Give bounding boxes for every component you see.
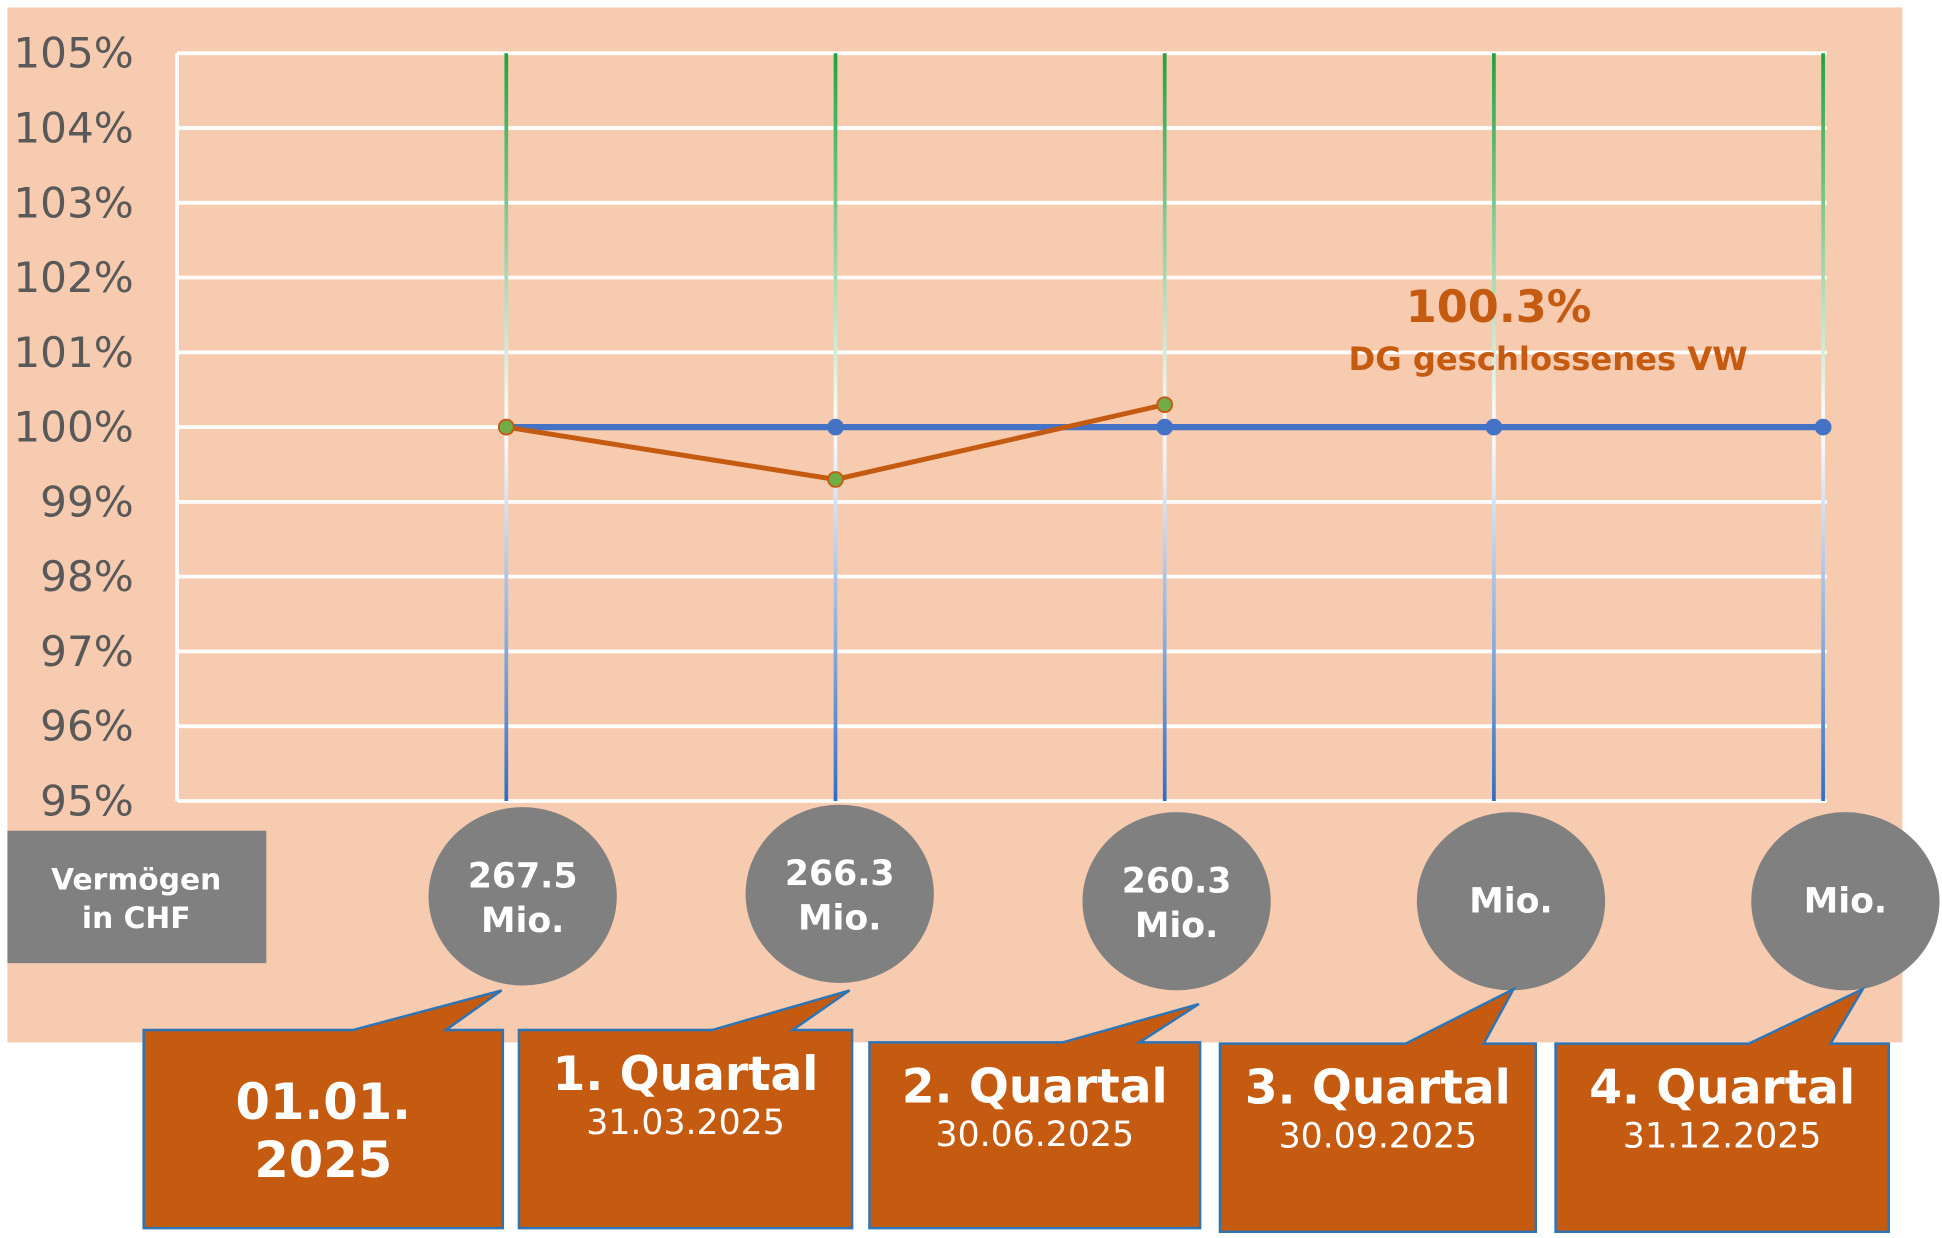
period-title: 01.01.: [236, 1073, 411, 1131]
row-label-box: [7, 830, 267, 964]
period-date: 31.12.2025: [1623, 1116, 1821, 1156]
asset-unit: Mio.: [1135, 906, 1218, 946]
asset-unit: Mio.: [1804, 881, 1887, 921]
period-callout: [142, 989, 505, 1230]
asset-bubble: [1082, 812, 1271, 991]
data-point: [827, 418, 844, 436]
asset-bubble: [428, 807, 617, 986]
y-tick-label: 97%: [40, 627, 134, 676]
data-point: [1485, 418, 1503, 436]
asset-bubble: [745, 804, 934, 983]
y-tick-label: 95%: [40, 776, 134, 825]
period-callout: [1218, 986, 1538, 1234]
y-tick-label: 101%: [13, 328, 133, 377]
data-point: [1814, 418, 1832, 436]
data-point: [1156, 396, 1174, 414]
row-label: Vermögen: [51, 863, 221, 898]
period-title: 4. Quartal: [1589, 1061, 1855, 1116]
asset-bubble: [1416, 812, 1606, 991]
chart-background: [7, 7, 1903, 1043]
asset-value: 266.3: [785, 854, 895, 894]
asset-value: 267.5: [468, 857, 578, 897]
annotation-value: 100.3%: [1406, 281, 1592, 333]
row-label: in CHF: [82, 901, 191, 936]
y-tick-label: 105%: [13, 29, 133, 78]
y-tick-label: 102%: [13, 253, 133, 302]
period-callout: [868, 1002, 1202, 1230]
y-tick-label: 100%: [13, 403, 133, 452]
y-tick-label: 98%: [40, 552, 134, 601]
period-title: 1. Quartal: [553, 1047, 819, 1102]
period-date: 30.06.2025: [936, 1115, 1134, 1155]
data-point: [1156, 418, 1174, 436]
y-tick-label: 96%: [40, 702, 134, 751]
annotation-caption: DG geschlossenes VW: [1349, 340, 1748, 378]
asset-unit: Mio.: [798, 899, 881, 939]
period-title: 2025: [254, 1131, 392, 1189]
asset-bubble: [1751, 812, 1940, 991]
period-callout: [517, 989, 854, 1230]
data-point: [827, 471, 844, 488]
asset-value: 260.3: [1122, 861, 1232, 901]
period-title: 2. Quartal: [902, 1059, 1168, 1114]
asset-unit: Mio.: [481, 901, 564, 941]
period-callout: [1554, 986, 1890, 1234]
asset-unit: Mio.: [1469, 881, 1552, 921]
data-point: [497, 418, 515, 436]
period-date: 30.09.2025: [1279, 1116, 1477, 1156]
y-tick-label: 99%: [40, 477, 134, 526]
y-tick-label: 104%: [13, 104, 133, 153]
period-date: 31.03.2025: [586, 1103, 784, 1143]
y-tick-label: 103%: [13, 178, 133, 227]
period-title: 3. Quartal: [1245, 1061, 1511, 1116]
